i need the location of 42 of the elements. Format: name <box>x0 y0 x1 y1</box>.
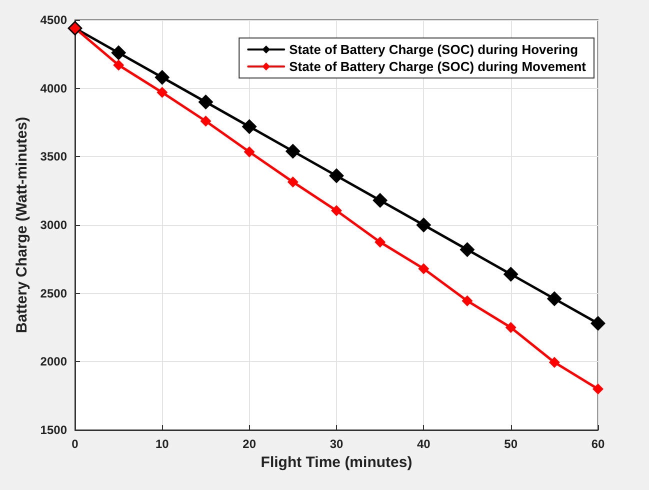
x-tick-label: 0 <box>72 437 79 451</box>
y-tick-label: 3500 <box>40 150 68 164</box>
point <box>285 144 300 159</box>
y-tick-label: 4000 <box>40 81 68 96</box>
x-tick-label: 10 <box>155 437 170 451</box>
point <box>329 168 344 184</box>
point <box>416 218 432 232</box>
point <box>418 263 430 274</box>
x-tick-label: 30 <box>330 437 344 451</box>
point <box>111 45 126 60</box>
point <box>198 94 214 110</box>
point <box>242 119 257 134</box>
point <box>200 116 212 127</box>
point <box>546 291 562 306</box>
legend-label: State of Battery Charge (SOC) during Movement <box>289 59 587 74</box>
y-axis-title: Battery Charge (Watt-minutes) <box>13 116 30 334</box>
x-tick-label: 60 <box>591 437 605 451</box>
point <box>244 146 255 158</box>
point <box>503 266 518 282</box>
y-tick-label: 2500 <box>40 286 68 300</box>
point <box>156 86 168 98</box>
y-tick-label: 2000 <box>40 354 68 369</box>
point <box>113 60 124 71</box>
point <box>590 316 606 331</box>
point <box>592 384 604 394</box>
point <box>372 192 388 208</box>
x-tick-label: 20 <box>242 437 256 451</box>
y-tick-label: 3000 <box>40 218 68 232</box>
point <box>548 356 560 368</box>
point <box>287 176 298 188</box>
point <box>154 70 170 85</box>
point <box>460 242 475 258</box>
x-tick-label: 40 <box>416 437 431 451</box>
x-axis-title: Flight Time (minutes) <box>260 454 412 471</box>
point <box>462 295 473 306</box>
y-tick-label: 4500 <box>40 13 68 27</box>
y-tick-label: 1500 <box>40 423 68 437</box>
point <box>374 236 386 248</box>
legend-label: State of Battery Charge (SOC) during Hovering <box>289 42 578 57</box>
point <box>331 205 342 216</box>
x-tick-label: 50 <box>504 437 518 451</box>
point <box>505 322 516 333</box>
